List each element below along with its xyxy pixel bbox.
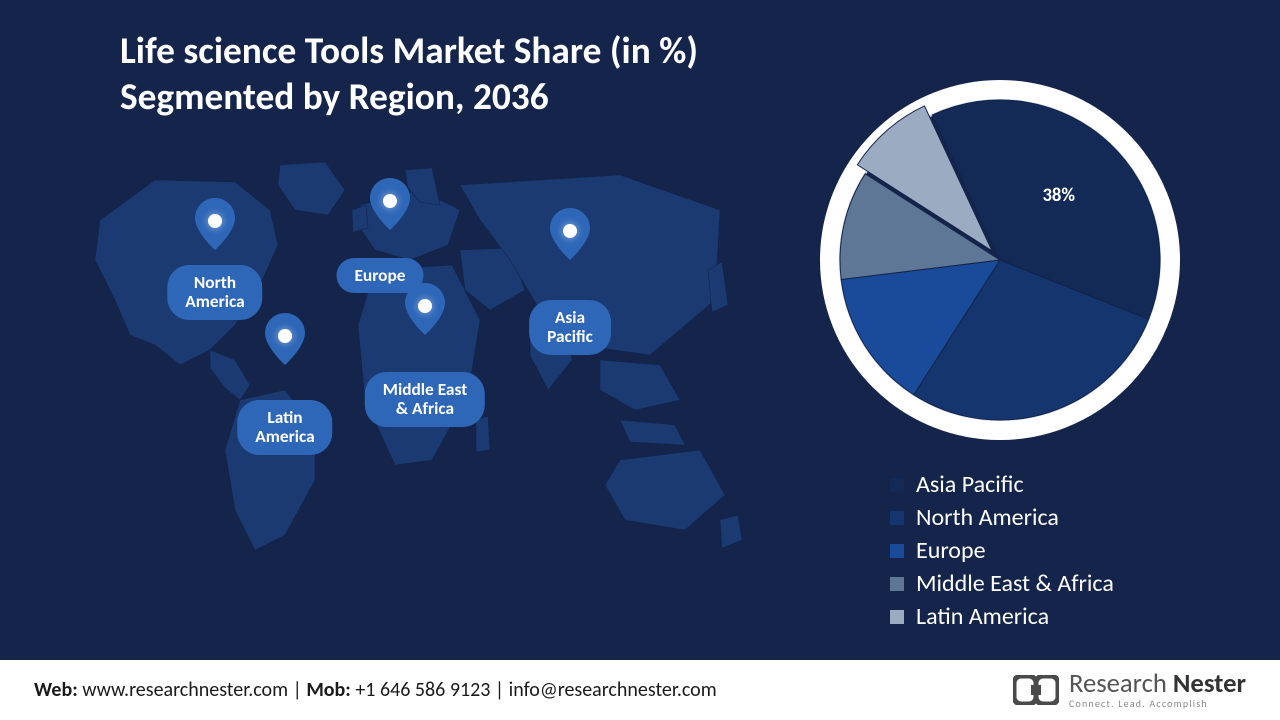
map-pin-middle-east-africa <box>405 283 445 335</box>
footer-email: info@researchnester.com <box>509 678 717 702</box>
legend-swatch-icon <box>890 577 904 591</box>
world-map: North AmericaEuropeAsia PacificMiddle Ea… <box>60 150 760 570</box>
footer-mob-label: Mob: <box>306 678 350 702</box>
legend-item-1: North America <box>890 503 1114 532</box>
legend-swatch-icon <box>890 478 904 492</box>
footer-mob-value: +1 646 586 9123 <box>355 678 490 702</box>
footer-logo: Research Nester Connect. Lead. Accomplis… <box>1013 671 1246 710</box>
logo-brand-light: Research <box>1069 668 1173 700</box>
logo-brand-bold: Nester <box>1173 668 1246 700</box>
legend-item-3: Middle East & Africa <box>890 569 1114 598</box>
legend-item-0: Asia Pacific <box>890 470 1114 499</box>
footer-web-value: www.researchnester.com <box>82 678 288 702</box>
map-pin-asia-pacific <box>550 208 590 260</box>
pie-chart: 38% <box>820 80 1180 440</box>
legend-label: Asia Pacific <box>916 470 1024 499</box>
logo-tagline: Connect. Lead. Accomplish <box>1069 699 1246 709</box>
legend-label: North America <box>916 503 1059 532</box>
chart-title: Life science Tools Market Share (in %) S… <box>120 28 680 120</box>
legend-item-2: Europe <box>890 536 1114 565</box>
legend-label: Europe <box>916 536 986 565</box>
footer-contact: Web: www.researchnester.com | Mob: +1 64… <box>34 678 717 702</box>
map-pin-europe <box>370 178 410 230</box>
legend-swatch-icon <box>890 544 904 558</box>
pie-legend: Asia Pacific North America Europe Middle Ea… <box>890 470 1114 635</box>
world-map-svg <box>60 150 760 570</box>
page-root: Life science Tools Market Share (in %) S… <box>0 0 1280 720</box>
chart-title-line2: Segmented by Region, 2036 <box>120 74 680 120</box>
legend-label: Middle East & Africa <box>916 569 1114 598</box>
map-label-latin-america: Latin America <box>237 400 332 455</box>
map-label-north-america: North America <box>167 265 262 320</box>
footer-web-label: Web: <box>34 678 78 702</box>
chart-title-line1: Life science Tools Market Share (in %) <box>120 28 680 74</box>
pie-slice-label-0: 38% <box>1042 184 1075 207</box>
legend-item-4: Latin America <box>890 602 1114 631</box>
legend-swatch-icon <box>890 511 904 525</box>
map-pin-north-america <box>195 198 235 250</box>
legend-swatch-icon <box>890 610 904 624</box>
map-pin-latin-america <box>265 313 305 365</box>
map-label-middle-east-africa: Middle East & Africa <box>365 372 485 427</box>
logo-text: Research Nester Connect. Lead. Accomplis… <box>1069 671 1246 710</box>
footer-bar: Web: www.researchnester.com | Mob: +1 64… <box>0 660 1280 720</box>
logo-mark-icon <box>1013 675 1059 705</box>
map-label-asia-pacific: Asia Pacific <box>529 300 611 355</box>
main-panel: Life science Tools Market Share (in %) S… <box>0 0 1280 660</box>
legend-label: Latin America <box>916 602 1049 631</box>
